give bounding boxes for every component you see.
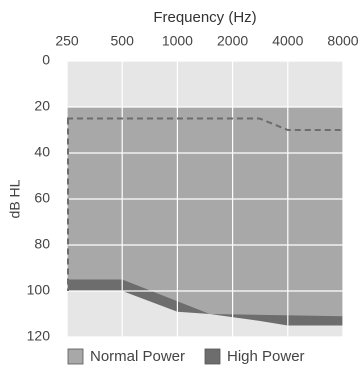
y-axis-label: dB HL [7, 179, 23, 218]
y-tick-label: 100 [27, 282, 51, 298]
legend-label: High Power [227, 348, 305, 365]
legend-swatch [204, 348, 221, 365]
x-tick-label: 1000 [162, 33, 193, 49]
legend-swatch [67, 348, 84, 365]
x-tick-label: 4000 [272, 33, 303, 49]
y-tick-label: 20 [34, 98, 50, 114]
chart-title: Frequency (Hz) [153, 9, 256, 26]
y-tick-label: 60 [34, 190, 50, 206]
legend-label: Normal Power [90, 348, 185, 365]
y-tick-label: 80 [34, 236, 50, 252]
y-tick-label: 0 [42, 52, 50, 68]
x-tick-label: 250 [55, 33, 79, 49]
y-tick-label: 40 [34, 144, 50, 160]
area [67, 107, 343, 317]
x-tick-label: 8000 [327, 33, 358, 49]
x-tick-label: 500 [111, 33, 135, 49]
dashed-top [67, 117, 343, 131]
x-tick-label: 2000 [217, 33, 248, 49]
y-tick-label: 120 [27, 328, 51, 344]
